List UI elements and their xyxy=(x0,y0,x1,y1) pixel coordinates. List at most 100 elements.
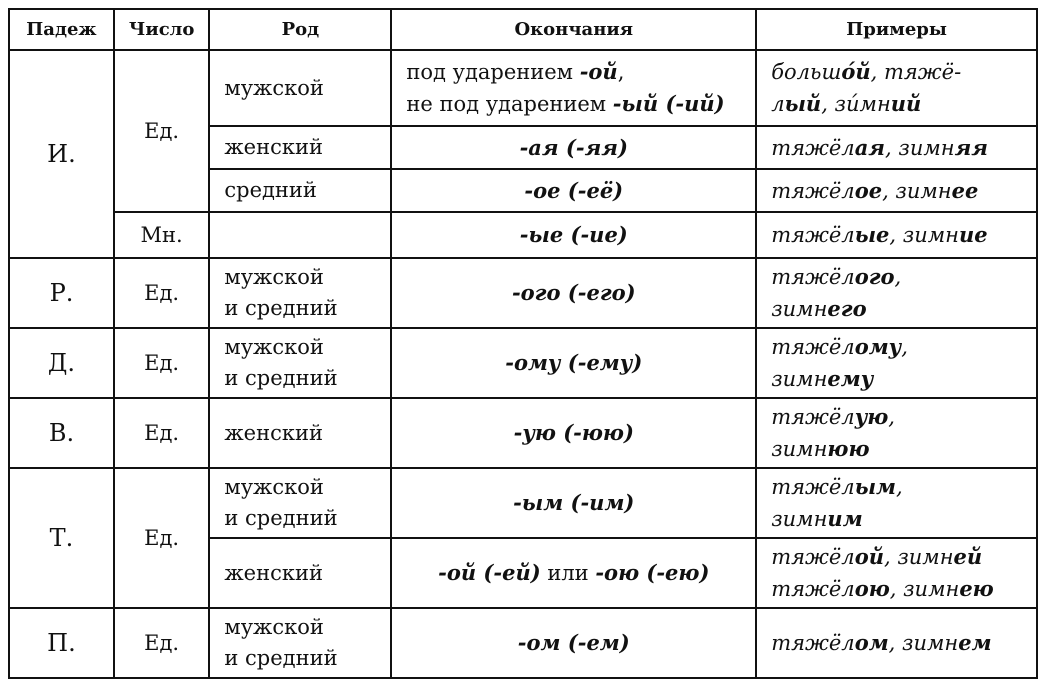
example-cell: тяжёлого, зимнего xyxy=(755,257,1038,329)
ending-text: -ым (-им) xyxy=(513,490,635,515)
ending-text: -ою (-ею) xyxy=(595,560,710,585)
ending-text: ою xyxy=(854,576,890,601)
ending-cell: -ого (-его) xyxy=(390,257,758,329)
ending-text: юю xyxy=(827,436,870,461)
ending-text: о́й xyxy=(841,59,871,84)
ending-cell: -ое (-её) xyxy=(390,168,758,213)
example-cell: тяжёлой, зимней тяжёлою, зимнею xyxy=(755,537,1038,609)
ending-text: ей xyxy=(953,544,983,569)
word-text: , зимн xyxy=(885,135,955,160)
adjective-endings-table: Падеж Число Род Окончания Примеры И. Ед.… xyxy=(8,8,1038,679)
word-text: , зимн xyxy=(771,265,902,321)
ending-text: -ый (-ий) xyxy=(612,91,725,116)
ending-text: -ого (-его) xyxy=(511,280,636,305)
ending-text: ое xyxy=(854,177,883,203)
ending-text: ее xyxy=(951,177,979,203)
word-text: тяжёл xyxy=(771,135,855,160)
gender-cell: мужской и средний xyxy=(208,467,393,539)
word-text: , тяжё- л xyxy=(771,60,962,116)
case-cell: Д. xyxy=(8,327,115,399)
word-text: , не под ударением xyxy=(406,60,625,116)
table-row: Д. Ед. мужской и средний -ому (-ему) тяж… xyxy=(8,327,1038,399)
ending-text: -ой (-ей) xyxy=(438,560,541,585)
ending-cell: под ударением -ой, не под ударением -ый … xyxy=(390,49,758,127)
table-row: П. Ед. мужской и средний -ом (-ем) тяжёл… xyxy=(8,607,1038,679)
table-row: женский -ой (-ей) или -ою (-ею) тяжёлой,… xyxy=(9,537,1038,609)
word-text: тяжёл xyxy=(771,335,855,359)
ending-text: -ую (-юю) xyxy=(513,420,634,445)
header-endings: Окончания xyxy=(390,8,758,51)
ending-text: -ой xyxy=(579,59,618,84)
word-text: , зимн xyxy=(883,545,954,569)
word-text: , зимн xyxy=(771,475,903,531)
ending-text: его xyxy=(827,296,867,321)
table-row: средний -ое (-её) тяжёлое, зимнее xyxy=(9,168,1038,213)
gender-cell xyxy=(208,211,393,259)
ending-cell: -ая (-яя) xyxy=(390,125,758,170)
header-gender: Род xyxy=(208,8,393,51)
example-cell: тяжёлую, зимнюю xyxy=(755,397,1038,469)
table-row: Мн. -ые (-ие) тяжёлые, зимние xyxy=(9,211,1038,259)
gender-cell: мужской xyxy=(208,49,393,127)
ending-text: ым xyxy=(854,474,897,499)
ending-text: яя xyxy=(954,134,989,160)
case-cell: В. xyxy=(8,397,115,469)
ending-text: им xyxy=(827,506,863,531)
number-cell: Ед. xyxy=(112,257,211,329)
table-row: Р. Ед. мужской и средний -ого (-его) тяж… xyxy=(8,257,1038,329)
word-text: , зимн xyxy=(889,223,959,247)
ending-text: ие xyxy=(959,222,988,247)
number-cell: Ед. xyxy=(112,607,211,679)
ending-cell: -ому (-ему) xyxy=(390,327,758,399)
ending-text: ого xyxy=(854,264,895,289)
ending-cell: -ом (-ем) xyxy=(390,607,758,679)
number-cell: Ед. xyxy=(112,467,211,609)
word-text: , зимн xyxy=(888,631,959,655)
case-cell: Р. xyxy=(8,257,115,329)
example-cell: тяжёлые, зимние xyxy=(755,211,1038,259)
ending-text: ый xyxy=(784,91,822,116)
ending-cell: -ую (-юю) xyxy=(390,397,758,469)
ending-text: ая xyxy=(854,134,886,160)
ending-text: ему xyxy=(827,366,874,391)
gender-cell: мужской и средний xyxy=(208,327,393,399)
word-text: , зимн xyxy=(882,178,952,203)
number-cell: Мн. xyxy=(112,211,211,259)
ending-cell: -ым (-им) xyxy=(390,467,758,539)
gender-cell: средний xyxy=(208,168,393,213)
header-number: Число xyxy=(112,8,211,51)
case-cell: П. xyxy=(8,607,115,679)
word-text: тяжёл xyxy=(771,265,855,289)
gender-cell: мужской и средний xyxy=(208,257,393,329)
example-cell: тяжёлая, зимняя xyxy=(755,125,1038,170)
example-cell: тяжёлом, зимнем xyxy=(755,607,1038,679)
word-text: тяжёл xyxy=(771,178,855,203)
gender-cell: женский xyxy=(208,537,393,609)
ending-text: -ому (-ему) xyxy=(505,350,643,375)
table-row: И. Ед. мужской под ударением -ой, не под… xyxy=(8,49,1038,259)
ending-text: ые xyxy=(854,222,890,247)
example-cell: большо́й, тяжё- лый, зи́мний xyxy=(755,49,1038,127)
table-row: женский -ая (-яя) тяжёлая, зимняя xyxy=(9,125,1038,170)
word-text: тяжёл xyxy=(771,577,855,601)
word-text: тяжёл xyxy=(771,631,855,655)
word-text: тяжёл xyxy=(771,223,855,247)
ending-text: ий xyxy=(890,91,922,116)
case-cell: И. xyxy=(8,49,115,259)
word-text: , зимн xyxy=(889,577,960,601)
header-case: Падеж xyxy=(8,8,115,51)
ending-text: -ом (-ем) xyxy=(517,630,630,655)
number-cell: Ед. xyxy=(112,49,211,213)
word-text: тяжёл xyxy=(771,545,855,569)
ending-text: ею xyxy=(959,576,994,601)
ending-text: ем xyxy=(958,630,992,655)
ending-text: ую xyxy=(854,404,889,429)
gender-cell: женский xyxy=(208,125,393,170)
table-row: В. Ед. женский -ую (-юю) тяжёлую, зимнюю xyxy=(8,397,1038,469)
ending-text: -ые (-ие) xyxy=(519,222,628,247)
word-text: , зимн xyxy=(771,405,895,461)
ending-cell: -ые (-ие) xyxy=(390,211,758,259)
ending-cell: -ой (-ей) или -ою (-ею) xyxy=(390,537,758,609)
header-row: Падеж Число Род Окончания Примеры xyxy=(8,8,1038,51)
ending-text: ом xyxy=(854,630,889,655)
